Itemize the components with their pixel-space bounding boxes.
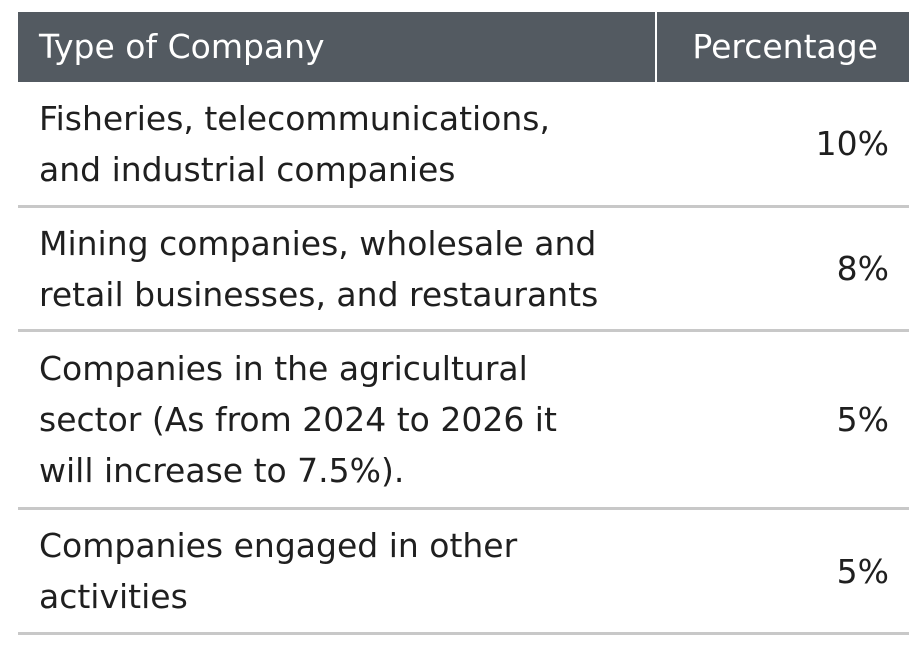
company-type-line: Fisheries, telecommunications, bbox=[39, 98, 550, 138]
table-row: Mining companies, wholesale and retail b… bbox=[18, 208, 909, 332]
table-row: Companies in the agricultural sector (As… bbox=[18, 332, 909, 510]
company-type-line: activities bbox=[39, 577, 188, 616]
table-row: Fisheries, telecommunications, and indus… bbox=[18, 82, 909, 208]
percentage-cell: 8% bbox=[836, 249, 889, 288]
percentage-cell: 10% bbox=[815, 124, 889, 163]
company-type-cell: Mining companies, wholesale and retail b… bbox=[18, 218, 655, 320]
company-type-line: and industrial companies bbox=[39, 149, 456, 189]
company-type-line: sector (As from 2024 to 2026 it bbox=[39, 400, 557, 439]
company-percentage-table: Type of Company Percentage Fisheries, te… bbox=[18, 12, 909, 635]
company-type-line: Companies engaged in other bbox=[39, 526, 518, 565]
company-type-line: Companies in the agricultural bbox=[39, 349, 528, 388]
header-percentage: Percentage bbox=[657, 12, 909, 82]
header-type-of-company: Type of Company bbox=[18, 12, 655, 82]
table-row: Companies engaged in other activities 5% bbox=[18, 510, 909, 635]
percentage-cell: 5% bbox=[836, 551, 889, 591]
percentage-cell: 5% bbox=[836, 400, 889, 439]
company-type-line: retail businesses, and restaurants bbox=[39, 274, 599, 314]
company-type-line: will increase to 7.5%). bbox=[39, 451, 405, 490]
company-type-cell: Fisheries, telecommunications, and indus… bbox=[18, 93, 655, 195]
table-header: Type of Company Percentage bbox=[18, 12, 909, 82]
company-type-cell: Companies engaged in other activities bbox=[18, 520, 655, 622]
company-type-line: Mining companies, wholesale and bbox=[39, 223, 597, 263]
company-type-cell: Companies in the agricultural sector (As… bbox=[18, 343, 655, 496]
